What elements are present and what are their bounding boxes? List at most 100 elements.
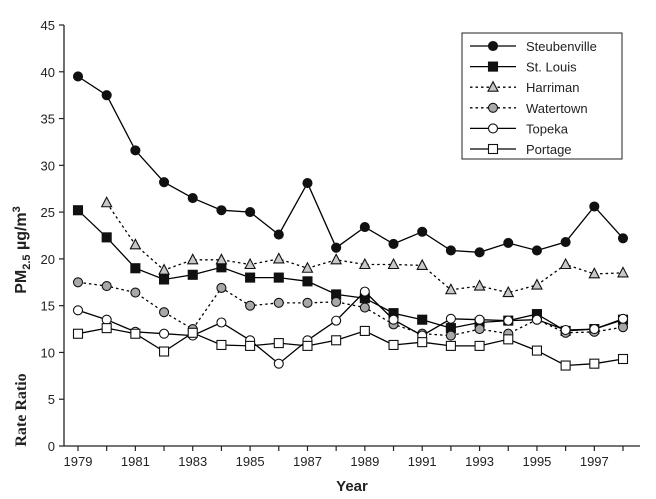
data-point bbox=[358, 257, 371, 270]
data-point bbox=[100, 196, 113, 208]
y-tick-label: 5 bbox=[48, 392, 55, 407]
data-point bbox=[72, 328, 84, 339]
legend-item: Harriman bbox=[470, 80, 579, 95]
legend-item: Portage bbox=[470, 142, 572, 157]
data-point bbox=[130, 287, 141, 298]
data-point bbox=[245, 272, 256, 283]
x-tick-label: 1989 bbox=[350, 454, 379, 469]
series-portage bbox=[72, 323, 629, 371]
data-point bbox=[273, 338, 284, 349]
data-point bbox=[560, 360, 571, 371]
data-point bbox=[359, 302, 370, 313]
series-line bbox=[77, 281, 624, 337]
data-point bbox=[503, 237, 514, 249]
data-point bbox=[416, 258, 429, 270]
data-point bbox=[560, 324, 571, 336]
data-point bbox=[474, 324, 485, 335]
x-tick-label: 1991 bbox=[408, 454, 437, 469]
data-point bbox=[101, 280, 112, 292]
data-point bbox=[72, 205, 84, 216]
y-tick-label: 25 bbox=[41, 205, 55, 220]
data-point bbox=[617, 266, 629, 278]
data-point bbox=[272, 252, 285, 264]
data-point bbox=[301, 261, 314, 273]
series-watertown bbox=[72, 277, 629, 341]
data-point bbox=[72, 71, 84, 82]
data-point bbox=[359, 286, 370, 297]
x-tick-label: 1979 bbox=[64, 454, 93, 469]
data-point bbox=[474, 340, 485, 351]
legend: Steubenville St. Louis Harriman Watertown To… bbox=[461, 32, 623, 160]
data-point bbox=[101, 323, 112, 334]
data-point bbox=[531, 245, 542, 256]
data-point bbox=[531, 345, 542, 356]
data-point bbox=[502, 285, 515, 298]
data-point bbox=[531, 278, 543, 290]
data-point bbox=[503, 315, 514, 326]
data-point bbox=[473, 279, 486, 291]
data-point bbox=[330, 253, 343, 265]
data-point bbox=[158, 263, 170, 275]
data-point bbox=[216, 317, 227, 328]
data-point bbox=[245, 300, 256, 311]
data-point bbox=[101, 232, 112, 243]
data-point bbox=[559, 257, 572, 270]
data-point bbox=[359, 222, 370, 233]
data-point bbox=[388, 314, 399, 325]
series-steubenville bbox=[72, 71, 629, 258]
data-point bbox=[589, 324, 600, 335]
x-ticks: 1979 1981 1983 1985 1987 1989 1991 1993 1995 1997 bbox=[64, 446, 624, 469]
y-tick-label: 15 bbox=[41, 299, 55, 314]
data-point bbox=[245, 340, 256, 351]
data-point bbox=[387, 257, 400, 270]
data-point bbox=[101, 314, 112, 325]
data-point bbox=[273, 297, 284, 308]
data-point bbox=[273, 272, 284, 283]
data-point bbox=[417, 314, 428, 325]
x-tick-label: 1983 bbox=[178, 454, 207, 469]
series-harriman bbox=[100, 196, 629, 298]
data-point bbox=[589, 201, 600, 212]
data-point bbox=[359, 325, 370, 336]
data-point bbox=[129, 238, 142, 250]
legend-label: Steubenville bbox=[526, 39, 597, 54]
legend-label: Portage bbox=[526, 142, 572, 157]
data-point bbox=[617, 353, 629, 365]
x-tick-label: 1993 bbox=[465, 454, 494, 469]
data-point bbox=[503, 334, 514, 345]
x-tick-label: 1995 bbox=[522, 454, 551, 469]
data-point bbox=[417, 226, 428, 237]
data-point bbox=[244, 257, 257, 270]
data-point bbox=[215, 253, 228, 265]
data-point bbox=[531, 314, 542, 325]
data-point bbox=[130, 263, 141, 274]
legend-item: St. Louis bbox=[470, 60, 577, 75]
data-point bbox=[388, 339, 399, 351]
legend-label: St. Louis bbox=[526, 60, 577, 75]
x-tick-label: 1981 bbox=[121, 454, 150, 469]
data-point bbox=[130, 328, 141, 339]
data-point bbox=[216, 282, 227, 293]
data-point bbox=[159, 346, 170, 357]
data-point bbox=[302, 178, 313, 189]
data-point bbox=[560, 236, 571, 248]
y-tick-label: 0 bbox=[48, 439, 55, 454]
data-point bbox=[273, 229, 284, 240]
legend-marker bbox=[487, 80, 499, 92]
data-point bbox=[187, 327, 198, 338]
data-point bbox=[302, 297, 313, 308]
data-point bbox=[331, 335, 342, 346]
x-tick-label: 1997 bbox=[580, 454, 609, 469]
y-axis-title: PM2.5 µg/m3 bbox=[11, 206, 33, 294]
data-point bbox=[130, 145, 141, 156]
data-point bbox=[331, 242, 342, 253]
series-st-louis bbox=[72, 205, 629, 336]
y-tick-label: 35 bbox=[41, 112, 55, 127]
legend-label: Topeka bbox=[526, 121, 569, 136]
data-point bbox=[445, 340, 456, 351]
data-point bbox=[216, 205, 227, 216]
y-tick-label: 40 bbox=[41, 65, 55, 80]
legend-marker bbox=[487, 61, 499, 72]
data-point bbox=[72, 305, 84, 316]
